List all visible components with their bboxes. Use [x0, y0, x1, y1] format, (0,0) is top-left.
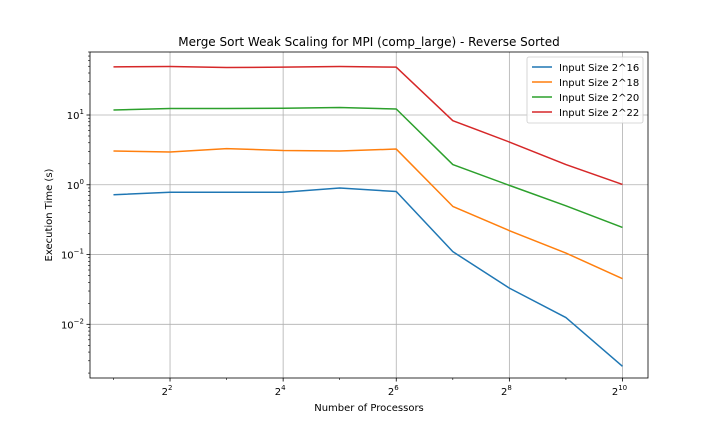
legend-label: Input Size 2^20: [559, 93, 639, 104]
y-tick-label: 100: [67, 178, 84, 192]
y-tick-label-base: 10: [67, 111, 80, 122]
series-lines: [113, 65, 623, 367]
x-tick-label-exponent: 6: [394, 384, 399, 392]
x-tick-label: 26: [388, 384, 399, 398]
legend-label: Input Size 2^22: [559, 108, 639, 119]
y-axis-label: Execution Time (s): [44, 168, 55, 261]
legend-box: [526, 56, 644, 124]
y-tick-label-exponent: 1: [80, 108, 84, 116]
y-tick-label: 101: [67, 108, 84, 122]
x-axis-label: Number of Processors: [314, 403, 424, 414]
y-tick-label-base: 10: [67, 181, 80, 192]
series-line-4: [113, 65, 623, 186]
x-tick-label-exponent: 8: [507, 384, 511, 392]
x-tick-label-exponent: 4: [281, 384, 286, 392]
legend-label: Input Size 2^18: [559, 78, 639, 89]
y-tick-label: 10−2: [61, 317, 84, 331]
series-line-1: [113, 187, 623, 367]
legend: Input Size 2^16 Input Size 2^18 Input Size…: [526, 56, 644, 124]
x-tick-label: 28: [501, 384, 512, 398]
y-tick-label-exponent: −2: [74, 317, 84, 325]
x-tick-label-exponent: 2: [168, 384, 172, 392]
x-tick-label-base: 2: [501, 387, 507, 398]
y-tick-label-exponent: −1: [74, 248, 84, 256]
x-tick-label-base: 2: [162, 387, 168, 398]
chart-title: Merge Sort Weak Scaling for MPI (comp_la…: [178, 35, 560, 49]
x-tick-label-exponent: 10: [618, 384, 627, 392]
series-line-2: [113, 147, 623, 280]
x-tick-label: 22: [162, 384, 173, 398]
series-line-3: [113, 106, 623, 229]
y-tick-label-exponent: 0: [80, 178, 84, 186]
x-tick-label: 210: [612, 384, 627, 398]
plot-frame: [89, 51, 649, 379]
legend-label: Input Size 2^16: [559, 63, 639, 74]
y-tick-label-base: 10: [61, 320, 74, 331]
x-tick-label-base: 2: [612, 387, 618, 398]
x-tick-label: 24: [275, 384, 286, 398]
x-tick-label-base: 2: [275, 387, 281, 398]
y-tick-label: 10−1: [61, 248, 84, 262]
y-tick-label-base: 10: [61, 251, 74, 262]
x-tick-label-base: 2: [388, 387, 394, 398]
